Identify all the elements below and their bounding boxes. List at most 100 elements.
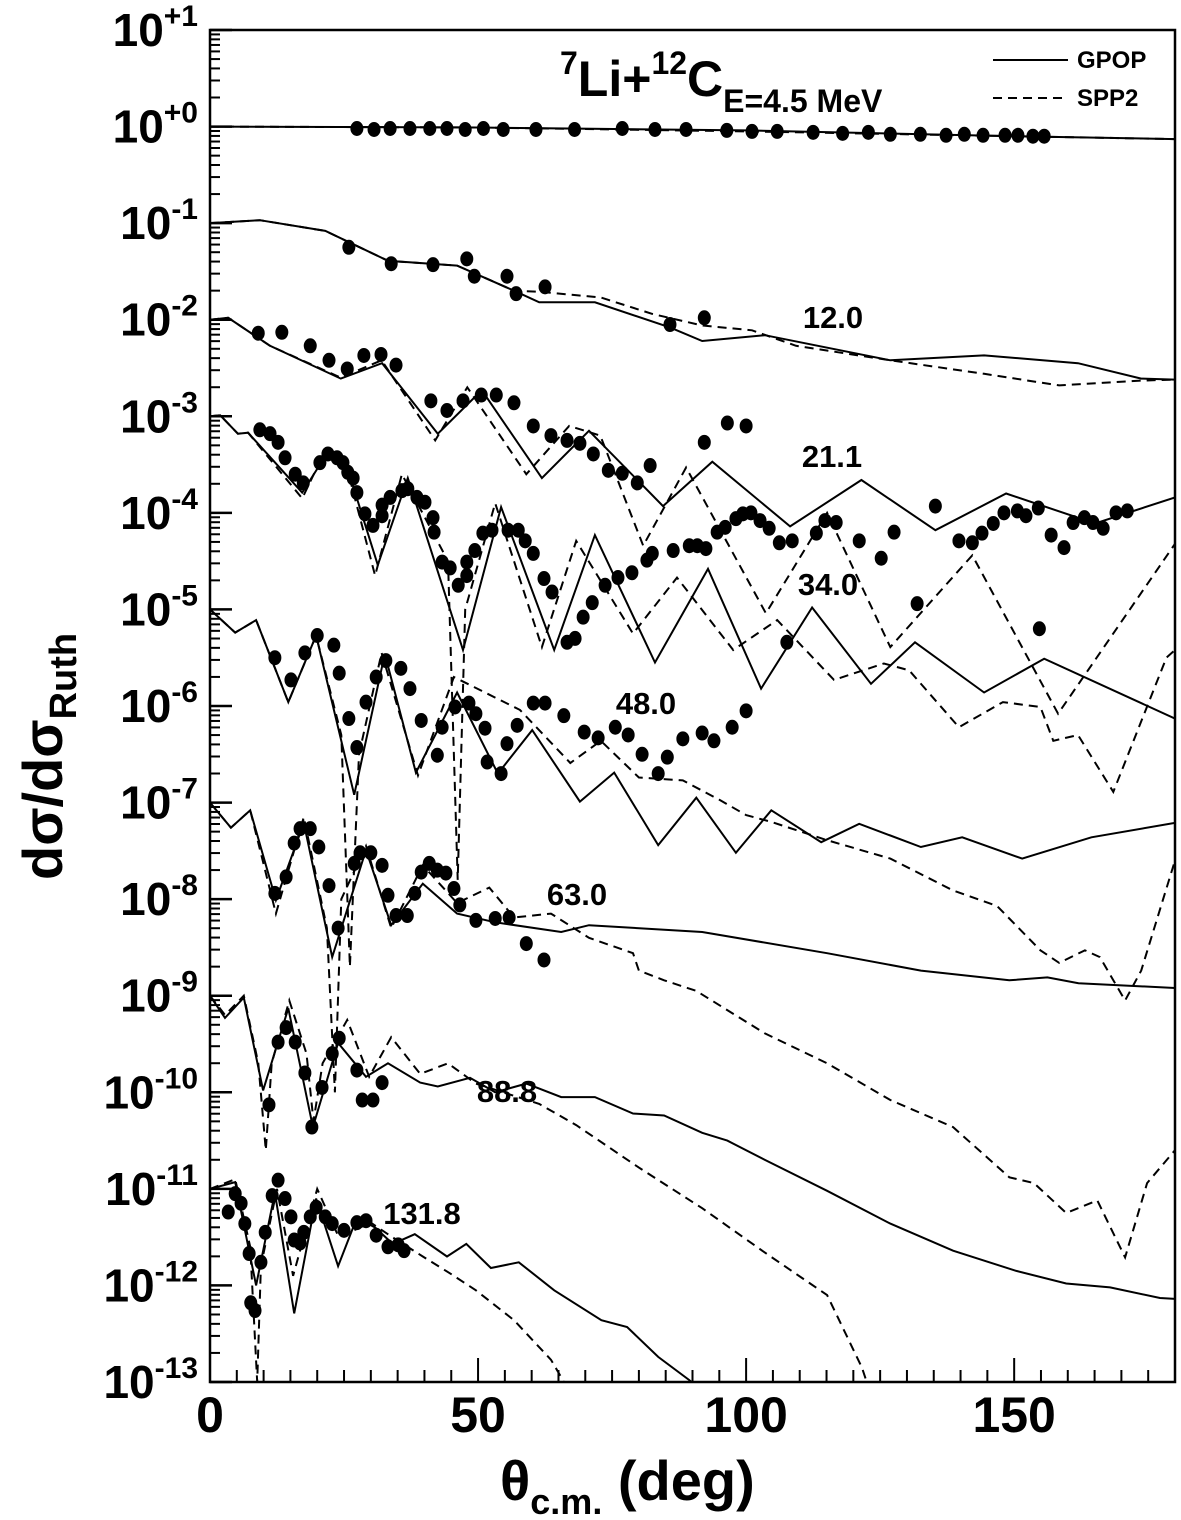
spp2-curve-12-0 bbox=[210, 219, 1175, 387]
data-point-34-0 bbox=[645, 545, 659, 561]
data-point-21-1 bbox=[251, 325, 265, 341]
data-point-34-0 bbox=[443, 560, 457, 576]
data-point-34-0 bbox=[753, 513, 767, 529]
title-target-mass: 12 bbox=[651, 45, 687, 81]
data-point-48-0 bbox=[332, 665, 346, 681]
data-point-48-0 bbox=[359, 694, 373, 710]
data-point-21-1 bbox=[389, 357, 403, 373]
data-point-21-1 bbox=[560, 432, 574, 448]
data-point-48-0 bbox=[480, 754, 494, 770]
data-point-34-0 bbox=[296, 475, 310, 491]
title-target: C bbox=[687, 51, 723, 107]
legend: GPOP SPP2 bbox=[993, 47, 1146, 112]
data-point-63-0 bbox=[408, 885, 422, 901]
data-point-34-0 bbox=[762, 520, 776, 536]
data-point-34-0 bbox=[887, 524, 901, 540]
spp2-curve-88-8 bbox=[210, 993, 868, 1382]
data-point-34-0 bbox=[418, 494, 432, 510]
data-point-63-0 bbox=[537, 952, 551, 968]
data-point-88-8 bbox=[332, 1030, 346, 1046]
data-point-88-8 bbox=[315, 1079, 329, 1095]
data-point-21-1 bbox=[601, 462, 615, 478]
data-point-48-0 bbox=[284, 672, 298, 688]
data-point-48-0 bbox=[510, 717, 524, 733]
data-point-21-1 bbox=[440, 402, 454, 418]
data-point-34-0 bbox=[1066, 515, 1080, 531]
data-point-34-0 bbox=[460, 554, 474, 570]
y-tick-base: 10 bbox=[120, 680, 171, 732]
data-point-34-0 bbox=[1031, 500, 1045, 516]
data-point-4-5 bbox=[976, 127, 990, 143]
data-point-4-5 bbox=[648, 121, 662, 137]
data-point-4-5 bbox=[883, 126, 897, 142]
data-point-48-0 bbox=[695, 725, 709, 741]
data-point-48-0 bbox=[298, 645, 312, 661]
data-point-34-0 bbox=[785, 533, 799, 549]
y-tick-base: 10 bbox=[103, 1259, 154, 1311]
data-point-21-1 bbox=[573, 435, 587, 451]
data-point-34-0 bbox=[718, 519, 732, 535]
data-point-131-8 bbox=[337, 1222, 351, 1238]
data-point-131-8 bbox=[234, 1195, 248, 1211]
y-tick-exponent: -4 bbox=[171, 483, 198, 516]
data-point-48-0 bbox=[327, 637, 341, 653]
data-point-34-0 bbox=[271, 434, 285, 450]
data-point-48-0 bbox=[414, 712, 428, 728]
data-point-63-0 bbox=[439, 865, 453, 881]
data-point-21-1 bbox=[697, 434, 711, 450]
data-point-131-8 bbox=[359, 1213, 373, 1229]
x-axis-label: θc.m. (deg) bbox=[500, 1449, 755, 1520]
data-point-63-0 bbox=[293, 821, 307, 837]
data-point-63-0 bbox=[279, 869, 293, 885]
x-axis-unit: (deg) bbox=[602, 1449, 754, 1512]
data-point-88-8 bbox=[262, 1097, 276, 1113]
data-point-88-8 bbox=[305, 1119, 319, 1135]
spp2-curve-4-5 bbox=[210, 125, 1175, 141]
data-point-34-0 bbox=[545, 584, 559, 600]
y-tick-label: 10-1 bbox=[120, 193, 198, 249]
data-point-63-0 bbox=[312, 839, 326, 855]
data-point-34-0 bbox=[460, 568, 474, 584]
gpop-curve-34-0 bbox=[210, 414, 1175, 720]
data-point-34-0 bbox=[1032, 621, 1046, 637]
data-point-12-0 bbox=[500, 268, 514, 284]
data-point-34-0 bbox=[468, 543, 482, 559]
data-point-34-0 bbox=[780, 634, 794, 650]
data-point-34-0 bbox=[401, 481, 415, 497]
data-point-34-0 bbox=[526, 545, 540, 561]
data-point-21-1 bbox=[357, 347, 371, 363]
data-point-21-1 bbox=[424, 393, 438, 409]
data-point-34-0 bbox=[375, 508, 389, 524]
data-point-4-5 bbox=[403, 121, 417, 137]
legend-spp2-label: SPP2 bbox=[1077, 85, 1138, 112]
data-point-12-0 bbox=[509, 286, 523, 302]
y-axis-subscript: Ruth bbox=[43, 633, 85, 720]
data-point-34-0 bbox=[975, 525, 989, 541]
data-point-4-5 bbox=[836, 125, 850, 141]
data-point-4-5 bbox=[367, 121, 381, 137]
data-point-131-8 bbox=[258, 1224, 272, 1240]
y-tick-label: 10-3 bbox=[120, 386, 198, 442]
data-point-63-0 bbox=[268, 885, 282, 901]
y-tick-base: 10 bbox=[120, 294, 171, 346]
data-point-48-0 bbox=[621, 727, 635, 743]
gpop-curve-131-8 bbox=[210, 1180, 693, 1382]
data-point-4-5 bbox=[913, 126, 927, 142]
data-point-21-1 bbox=[340, 361, 354, 377]
data-point-34-0 bbox=[986, 515, 1000, 531]
data-point-34-0 bbox=[666, 543, 680, 559]
y-tick-exponent: -3 bbox=[171, 386, 198, 419]
data-point-48-0 bbox=[577, 724, 591, 740]
data-point-34-0 bbox=[537, 571, 551, 587]
data-point-63-0 bbox=[375, 857, 389, 873]
spp2-curve-63-0 bbox=[210, 801, 1175, 1261]
y-tick-base: 10 bbox=[120, 583, 171, 635]
data-point-48-0 bbox=[268, 650, 282, 666]
data-point-48-0 bbox=[725, 719, 739, 735]
data-point-34-0 bbox=[426, 510, 440, 526]
data-point-48-0 bbox=[500, 736, 514, 752]
data-point-88-8 bbox=[298, 1065, 312, 1081]
data-point-4-5 bbox=[957, 126, 971, 142]
data-point-34-0 bbox=[451, 577, 465, 593]
data-point-12-0 bbox=[426, 257, 440, 273]
